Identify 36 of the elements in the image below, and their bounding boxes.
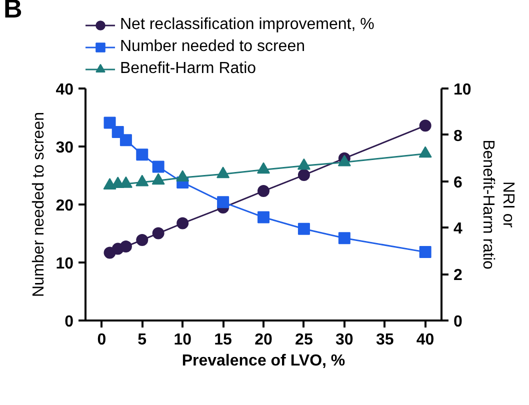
x-axis-title: Prevalence of LVO, % xyxy=(182,352,346,370)
y-tick-label: 40 xyxy=(56,82,74,98)
y-tick-label: 20 xyxy=(56,198,74,214)
point xyxy=(136,148,148,161)
y2-tick-label: 4 xyxy=(454,220,462,238)
point xyxy=(112,126,124,138)
y2-tick-label: 2 xyxy=(454,267,462,284)
point xyxy=(120,134,132,146)
y-tick-label: 0 xyxy=(64,314,74,330)
y-tick-label: 30 xyxy=(56,140,74,156)
point xyxy=(298,222,310,235)
legend-label: Benefit-Harm Ratio xyxy=(120,59,256,79)
point xyxy=(419,246,432,258)
y2-tick-label: 10 xyxy=(454,82,472,98)
point xyxy=(258,211,270,224)
x-tick-label: 0 xyxy=(97,332,106,348)
x-tick-label: 5 xyxy=(138,332,147,348)
x-tick-label: 20 xyxy=(254,332,272,348)
legend-label: Number needed to screen xyxy=(120,37,305,57)
y2-tick-label: 6 xyxy=(454,174,462,192)
x-tick-label: 40 xyxy=(416,332,434,348)
point xyxy=(152,160,164,173)
point xyxy=(217,196,230,208)
x-tick-label: 15 xyxy=(214,332,232,348)
x-tick-label: 35 xyxy=(376,332,394,348)
x-tick-label: 10 xyxy=(174,332,192,348)
legend-label: Net reclassification improvement, % xyxy=(120,15,374,35)
point xyxy=(104,116,116,129)
y2-tick-label: 8 xyxy=(454,128,462,145)
y-tick-label: 10 xyxy=(56,256,74,272)
x-tick-label: 25 xyxy=(295,332,313,348)
point xyxy=(338,232,350,244)
x-tick-label: 30 xyxy=(336,332,354,348)
y2-axis-title: NRI or Benefit-Harm ratio xyxy=(479,140,517,270)
y2-tick-label: 0 xyxy=(454,314,462,330)
y-axis-title: Number needed to screen xyxy=(30,112,48,297)
